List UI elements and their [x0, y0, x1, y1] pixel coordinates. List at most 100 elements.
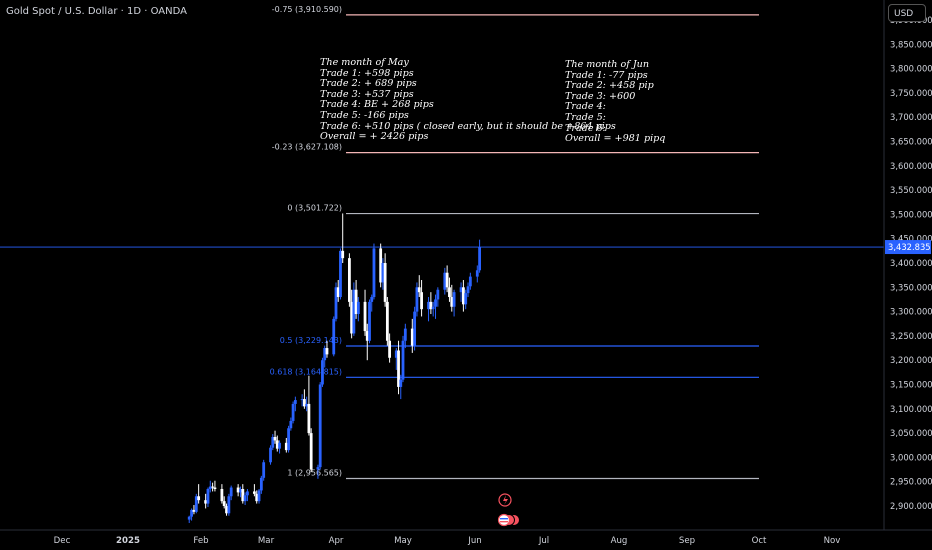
us-flag-event-icon[interactable] — [497, 513, 511, 527]
currency-button[interactable]: USD — [888, 4, 926, 22]
candle-body — [220, 488, 224, 502]
candle-body — [229, 487, 233, 497]
candle-body — [354, 289, 358, 315]
fib-level-label: -0.75 (3,910.590) — [272, 5, 342, 14]
price-axis[interactable]: 2,900.000 2,950.000 3,000.000 3,050.000 3,10… — [883, 0, 932, 550]
candle — [443, 267, 447, 295]
candle — [368, 299, 371, 344]
candle — [269, 445, 272, 465]
candle-body — [352, 289, 356, 334]
time-tick-label: May — [394, 536, 412, 546]
note-line: Trade 3: +600 — [565, 90, 636, 102]
lightning-bolt-icon — [503, 495, 508, 505]
candle-body — [284, 442, 288, 451]
may-trades-note: The month of May Trade 1: +598 pips Trade … — [320, 57, 616, 143]
candle-body — [403, 328, 407, 341]
time-tick-label: Sep — [679, 536, 695, 546]
candle — [436, 287, 440, 307]
candle — [252, 484, 256, 497]
candle — [325, 340, 329, 358]
note-line: Trade 1: -77 pips — [565, 69, 648, 81]
symbol-title[interactable]: Gold Spot / U.S. Dollar · 1D · OANDA — [6, 6, 187, 17]
candle — [413, 306, 417, 351]
candle — [229, 485, 233, 501]
price-tick-label: 2,950.000 — [890, 477, 932, 487]
price-tick-label: 3,800.000 — [890, 64, 932, 74]
candle — [289, 417, 293, 431]
price-tick-label: 3,050.000 — [890, 428, 932, 438]
candle-body — [468, 276, 472, 287]
candle — [321, 357, 324, 387]
candle — [356, 297, 360, 322]
candle — [394, 348, 398, 370]
candle-body — [383, 263, 387, 302]
candle-body — [305, 403, 309, 407]
candle — [399, 374, 403, 400]
candle — [381, 258, 385, 290]
candle-body — [348, 258, 351, 302]
note-line: Trade 5: — [565, 111, 606, 123]
candle-body — [273, 436, 277, 441]
candle — [420, 280, 423, 317]
candle-body — [241, 488, 245, 502]
candle — [323, 345, 327, 368]
candle-body — [475, 270, 479, 277]
candle — [372, 243, 376, 300]
event-markers[interactable] — [497, 493, 520, 527]
candle — [243, 492, 247, 506]
candle-body — [325, 348, 329, 355]
candle — [365, 323, 369, 361]
candle — [291, 401, 295, 424]
candle — [383, 253, 387, 307]
candle-body — [271, 436, 275, 448]
candle-body — [450, 297, 454, 307]
time-tick-label: Apr — [329, 536, 344, 546]
candle-body — [434, 299, 437, 307]
price-tick-label: 3,850.000 — [890, 39, 932, 49]
jun-trades-note: The month of Jun Trade 1: -77 pips Trade 2… — [565, 59, 666, 145]
candle-body — [293, 400, 297, 404]
note-line: Trade 6: — [565, 122, 606, 134]
candle — [236, 484, 240, 497]
price-tick-label: 3,100.000 — [890, 404, 932, 414]
candle — [211, 482, 215, 492]
time-tick-label: Aug — [611, 536, 628, 546]
candle-body — [213, 487, 217, 489]
candle — [257, 488, 261, 504]
last-price-label: 3,432.835 — [888, 242, 931, 252]
price-tick-label: 3,350.000 — [890, 282, 932, 292]
candle — [208, 480, 212, 493]
candle-body — [187, 516, 191, 520]
candle-body — [356, 301, 360, 315]
candle — [190, 508, 193, 521]
us-flag-stripes-icon — [500, 518, 508, 520]
candle-body — [399, 379, 403, 387]
candle-body — [431, 306, 435, 310]
candle-body — [452, 292, 456, 307]
candle — [316, 464, 320, 479]
note-line: Overall = +981 pipq — [565, 133, 666, 145]
candle — [307, 375, 311, 436]
candle-body — [394, 350, 398, 358]
candle — [397, 340, 400, 395]
candle — [220, 484, 224, 504]
candle-body — [307, 403, 311, 434]
candle — [461, 280, 465, 312]
candle — [466, 282, 470, 298]
candle — [363, 289, 367, 336]
candle — [246, 488, 249, 502]
candle-body — [259, 477, 263, 491]
candle — [222, 496, 226, 509]
candle — [278, 440, 281, 454]
candle — [336, 280, 340, 302]
time-axis[interactable]: Dec 2025 Feb Mar Apr May Jun Jul Aug Sep Oct Nov — [0, 529, 932, 550]
candle-body — [275, 440, 279, 449]
note-line: Trade 5: -166 pips — [320, 109, 409, 121]
candle-body — [368, 301, 371, 341]
candle-body — [255, 493, 259, 502]
candle-body — [197, 496, 201, 501]
candles-layer — [187, 213, 481, 524]
price-tick-label: 3,600.000 — [890, 161, 932, 171]
candle — [204, 493, 208, 509]
